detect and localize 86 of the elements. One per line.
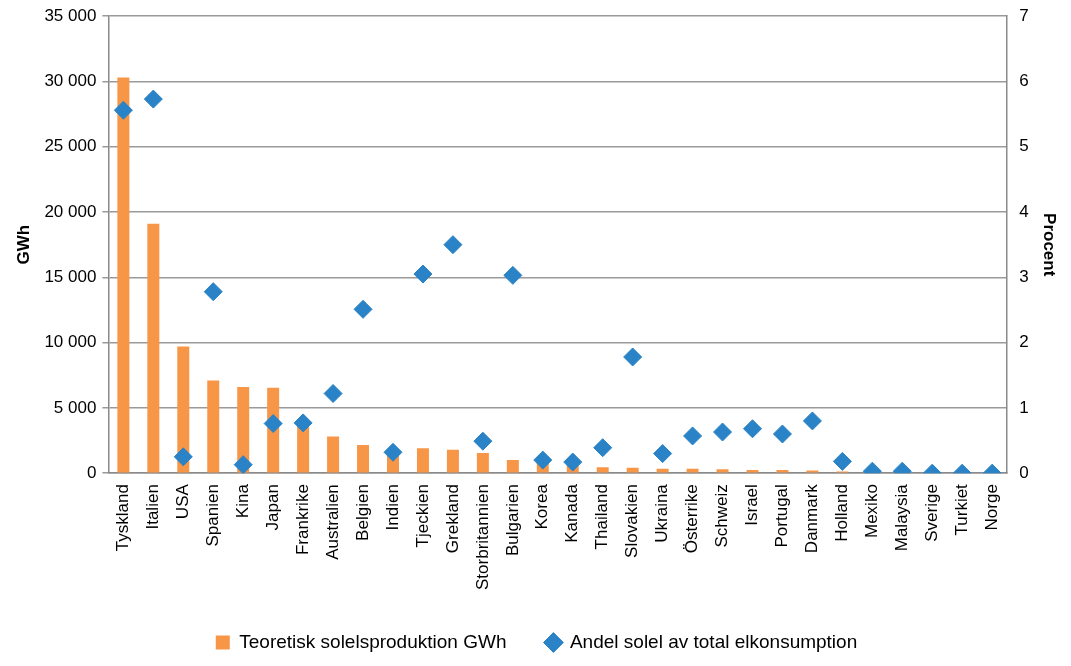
bar — [357, 445, 370, 473]
point — [173, 447, 193, 467]
bar — [716, 469, 729, 473]
point — [413, 264, 433, 284]
x-tick-label: Frankrike — [292, 484, 312, 556]
x-tick-label: Mexiko — [862, 484, 882, 539]
y2-tick-label: 6 — [1019, 71, 1029, 91]
bar — [596, 467, 609, 473]
x-tick-label: Tyskland — [113, 484, 133, 552]
point — [653, 444, 673, 464]
x-tick-label: Malaysia — [891, 483, 911, 552]
y2-tick-label: 4 — [1019, 201, 1029, 221]
x-tick-label: Belgien — [352, 484, 372, 541]
y-tick-label: 30 000 — [44, 71, 97, 91]
point — [503, 265, 523, 285]
point — [203, 282, 223, 302]
x-tick-label: Sverige — [921, 484, 941, 542]
point — [263, 414, 283, 434]
point — [832, 451, 852, 471]
legend-label: Andel solel av total elkonsumption — [569, 630, 858, 652]
y-axis-title: GWh — [13, 224, 33, 265]
x-tick-label: Ukraina — [652, 483, 672, 543]
x-tick-label: Turkiet — [951, 483, 971, 536]
point — [143, 89, 163, 109]
point — [443, 235, 463, 255]
point — [533, 450, 553, 470]
x-tick-label: Holland — [832, 484, 852, 542]
point — [473, 431, 493, 451]
bar — [476, 452, 489, 473]
y-tick-label: 20 000 — [44, 201, 97, 221]
point — [743, 419, 762, 439]
y2-tick-label: 2 — [1019, 332, 1029, 352]
x-tick-label: Bulgarien — [502, 484, 522, 556]
bar — [506, 460, 519, 473]
point — [593, 438, 613, 458]
x-tick-label: Israel — [742, 484, 762, 526]
y-tick-label: 25 000 — [44, 136, 97, 156]
point — [772, 424, 792, 444]
point — [383, 442, 403, 462]
x-tick-label: Spanien — [202, 484, 222, 547]
point — [623, 347, 643, 367]
x-tick-label: Danmark — [802, 483, 822, 554]
point — [293, 413, 313, 433]
y-tick-label: 15 000 — [44, 267, 97, 287]
y2-tick-label: 1 — [1019, 397, 1029, 417]
y-tick-label: 10 000 — [44, 332, 97, 352]
y2-tick-label: 7 — [1019, 5, 1029, 25]
bar — [117, 77, 130, 473]
point — [323, 384, 343, 404]
x-tick-label: Slovakien — [622, 484, 642, 558]
bar — [327, 436, 340, 473]
y2-tick-label: 0 — [1019, 462, 1029, 482]
x-tick-label: Japan — [262, 484, 282, 531]
point — [563, 452, 583, 472]
x-tick-label: Australien — [322, 484, 342, 560]
x-tick-label: USA — [172, 483, 192, 520]
y2-tick-label: 3 — [1019, 267, 1029, 287]
x-tick-label: Thailand — [592, 484, 612, 550]
x-tick-label: Italien — [143, 484, 163, 530]
y-tick-label: 0 — [86, 462, 97, 482]
y2-axis-title: Procent — [1040, 213, 1060, 277]
x-tick-label: Kina — [232, 483, 252, 519]
y-tick-label: 35 000 — [44, 5, 97, 25]
point — [353, 299, 373, 319]
bar — [147, 223, 160, 473]
bar — [416, 448, 429, 473]
point — [683, 426, 703, 446]
x-tick-label: Indien — [382, 484, 402, 531]
x-tick-label: Kanada — [562, 483, 582, 543]
x-tick-label: Tjeckien — [412, 484, 432, 548]
x-tick-label: Norge — [981, 484, 1001, 531]
y2-tick-label: 5 — [1019, 136, 1029, 156]
x-tick-label: Storbritannien — [472, 484, 492, 590]
x-tick-label: Portugal — [772, 484, 792, 548]
point — [233, 455, 253, 474]
x-tick-label: Schweiz — [712, 484, 732, 548]
y-tick-label: 5 000 — [53, 397, 97, 417]
point — [713, 422, 733, 442]
x-tick-label: Korea — [532, 483, 552, 530]
bar — [207, 380, 220, 473]
x-tick-label: Österrike — [682, 484, 702, 554]
x-tick-label: Grekland — [442, 484, 462, 554]
point — [802, 411, 822, 431]
bar — [446, 449, 459, 473]
point — [113, 100, 133, 120]
legend-label: Teoretisk solelsproduktion GWh — [239, 630, 507, 652]
